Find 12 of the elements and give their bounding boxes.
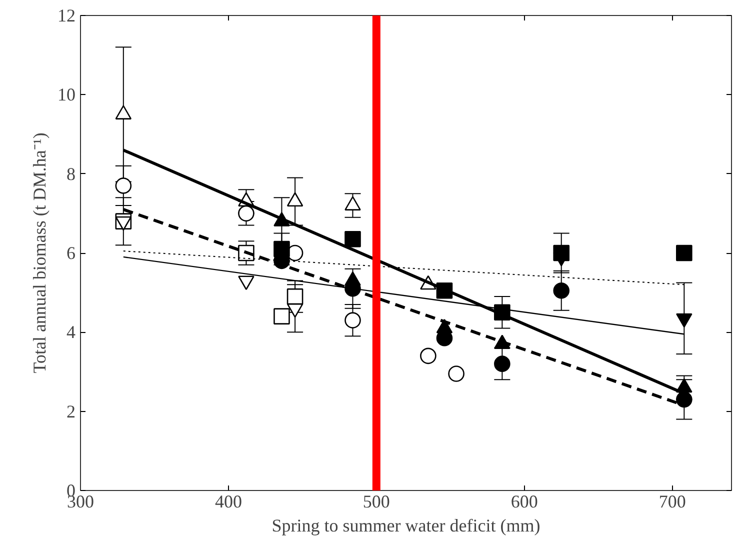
x-tick-label: 600 <box>510 492 538 512</box>
y-tick-label: 4 <box>66 322 76 342</box>
y-tick-label: 10 <box>58 84 76 105</box>
y-tick-label: 12 <box>58 6 76 26</box>
x-tick-label: 400 <box>214 492 242 512</box>
x-tick-label: 500 <box>362 492 390 512</box>
y-tick-label: 8 <box>66 164 76 184</box>
x-tick-label: 700 <box>658 492 686 512</box>
y-tick-label: 6 <box>66 243 76 263</box>
x-axis-title: Spring to summer water deficit (mm) <box>272 516 540 536</box>
y-axis-title: Total annual biomass (t DM.ha⁻¹) <box>30 132 50 374</box>
y-tick-label: 2 <box>66 401 76 422</box>
